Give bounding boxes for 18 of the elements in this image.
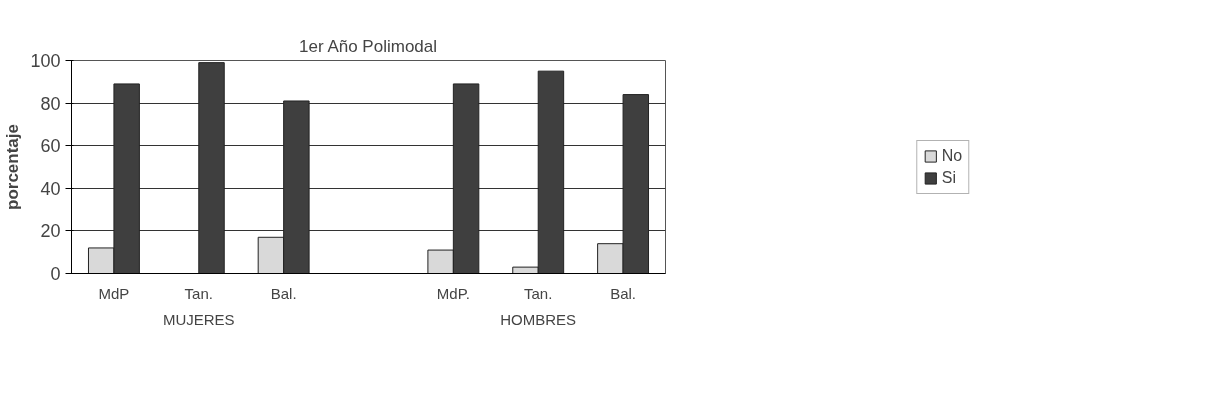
x-tick-label: Tan. <box>524 284 553 302</box>
text: MUJERES <box>162 310 235 328</box>
y-tick-label: 80 <box>40 93 61 114</box>
y-tick-label: 60 <box>40 136 61 157</box>
x-tick-label: Tan. <box>184 284 213 302</box>
legend-label: Si <box>941 168 957 187</box>
x-tick-label: Bal. <box>270 284 297 302</box>
x-tick-label: MdP <box>98 284 130 302</box>
y-tick-label: 100 <box>30 51 61 71</box>
y-tick-label: 40 <box>40 178 61 199</box>
x-tick-label: Bal. <box>610 284 637 302</box>
text: HOMBRES <box>500 310 577 328</box>
chart-title: 1er Año Polimodal <box>299 36 438 56</box>
x-tick-label: MdP. <box>436 284 470 302</box>
y-axis-title: porcentaje <box>3 124 23 210</box>
legend-label: No <box>941 146 963 165</box>
y-tick-label: 20 <box>40 221 61 242</box>
y-tick-label: 0 <box>50 264 61 284</box>
